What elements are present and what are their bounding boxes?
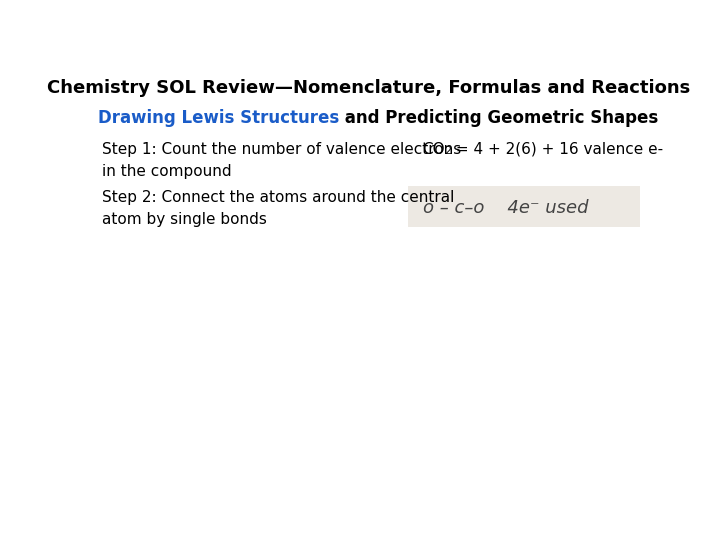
Text: 2: 2 [444,146,451,156]
Text: CO: CO [422,142,444,157]
Text: Step 1: Count the number of valence electrons
in the compound: Step 1: Count the number of valence elec… [102,142,461,179]
Text: and Predicting Geometric Shapes: and Predicting Geometric Shapes [339,110,658,127]
Text: o – c–o    4e⁻ used: o – c–o 4e⁻ used [423,199,589,217]
Text: Drawing Lewis Structures: Drawing Lewis Structures [98,110,339,127]
Text: Chemistry SOL Review—Nomenclature, Formulas and Reactions: Chemistry SOL Review—Nomenclature, Formu… [48,79,690,97]
Text: Step 2: Connect the atoms around the central
atom by single bonds: Step 2: Connect the atoms around the cen… [102,190,454,227]
Text: 2: 2 [444,146,451,156]
Text: = 4 + 2(6) + 16 valence e-: = 4 + 2(6) + 16 valence e- [451,142,664,157]
Bar [408,186,640,226]
